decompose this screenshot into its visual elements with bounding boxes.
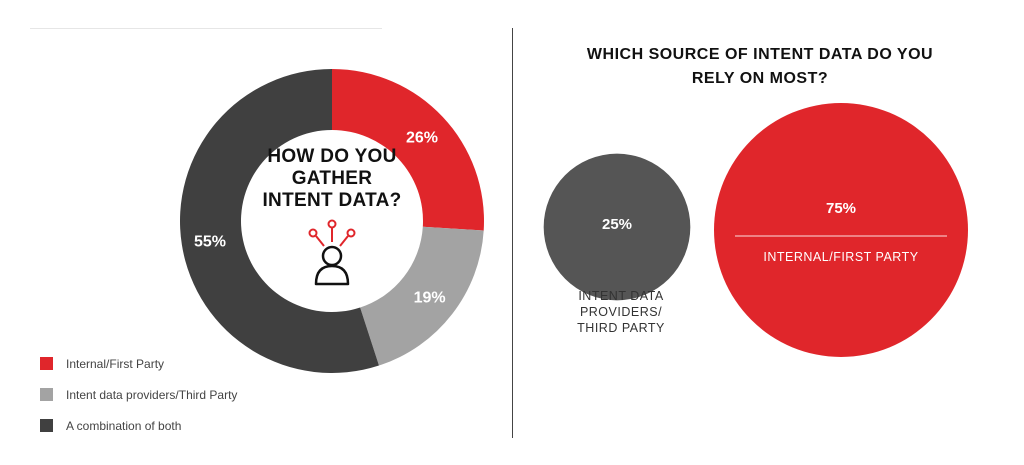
donut-slice-internal-first-party <box>332 69 485 231</box>
person-network-icon <box>308 219 356 286</box>
donut-label-combination: 55% <box>194 233 226 250</box>
bubble-third-party <box>543 153 691 301</box>
legend-label: Internal/First Party <box>66 356 165 371</box>
donut-center-title: HOW DO YOU GATHER INTENT DATA? <box>248 146 416 212</box>
bubble-title-line-2: RELY ON MOST? <box>691 70 829 87</box>
bubble-title-line-1: WHICH SOURCE OF INTENT DATA DO YOU <box>586 46 934 63</box>
small-caption-line-3: THIRD PARTY <box>577 321 665 335</box>
legend-item: Intent data providers/Third Party <box>40 379 237 410</box>
donut-legend: Internal/First Party Intent data provide… <box>40 348 237 441</box>
small-caption-line-1: INTENT DATA <box>578 289 664 303</box>
small-bubble-caption: INTENT DATA PROVIDERS/ THIRD PARTY <box>548 288 694 336</box>
donut-title-line-1: HOW DO YOU <box>267 146 397 167</box>
top-rule <box>30 28 382 29</box>
small-caption-line-2: PROVIDERS/ <box>579 305 663 319</box>
bubble-value-third-party: 25% <box>602 216 632 233</box>
donut-title-line-3: INTENT DATA? <box>262 190 402 211</box>
bubble-internal-first-party <box>714 103 968 357</box>
bubble-caption-internal-first-party: INTERNAL/FIRST PARTY <box>763 250 918 264</box>
bubble-value-internal-first-party: 75% <box>826 200 856 217</box>
donut-label-internal-first-party: 26% <box>406 129 438 146</box>
legend-label: Intent data providers/Third Party <box>66 387 238 402</box>
donut-slice-combination <box>179 69 379 373</box>
panel-divider <box>512 28 513 438</box>
donut-chart: 26% 19% 55% <box>179 69 485 373</box>
bubble-chart-title: WHICH SOURCE OF INTENT DATA DO YOU RELY … <box>540 43 980 91</box>
legend-label: A combination of both <box>66 418 182 433</box>
donut-slice-third-party <box>360 226 484 366</box>
legend-swatch <box>40 357 53 370</box>
legend-item: A combination of both <box>40 410 237 441</box>
legend-swatch <box>40 419 53 432</box>
donut-label-third-party: 19% <box>414 290 446 307</box>
donut-title-line-2: GATHER <box>291 168 373 189</box>
legend-swatch <box>40 388 53 401</box>
legend-item: Internal/First Party <box>40 348 237 379</box>
